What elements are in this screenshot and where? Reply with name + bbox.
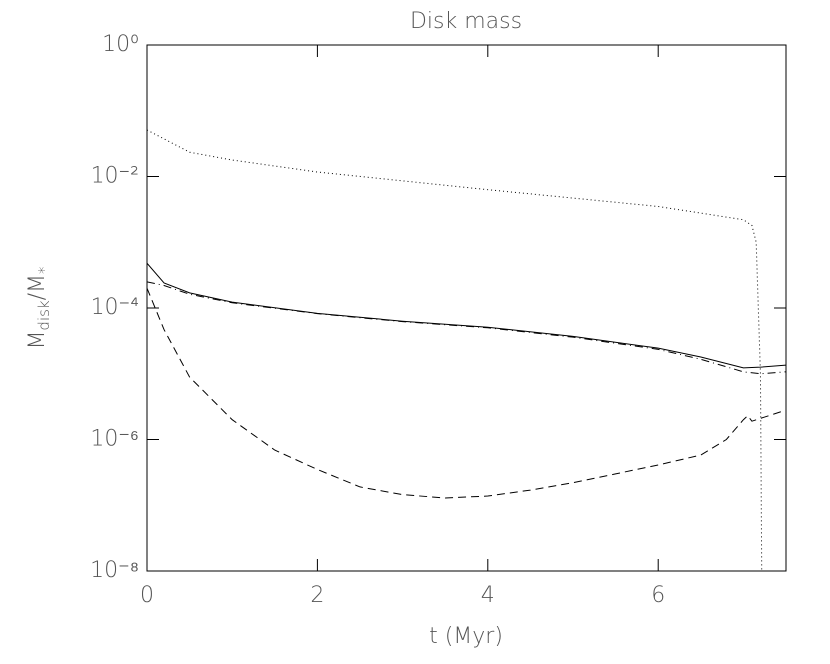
series-line: [147, 129, 763, 571]
y-axis-label: Mdisk/M*: [25, 266, 53, 349]
plot-area: [147, 129, 786, 571]
y-tick-label: 10⁻⁸: [90, 558, 139, 583]
y-tick-label: 10⁰: [102, 32, 139, 57]
x-axis-label: t (Myr): [429, 624, 503, 649]
y-label-sub: disk: [35, 300, 53, 331]
chart-title: Disk mass: [410, 9, 522, 34]
x-tick-label: 0: [140, 583, 154, 608]
series-line: [147, 281, 786, 375]
y-tick-label: 10⁻⁴: [91, 295, 139, 320]
x-tick-label: 4: [481, 583, 495, 608]
y-tick-label: 10⁻²: [91, 164, 139, 189]
y-tick-label: 10⁻⁶: [90, 427, 139, 452]
plot-frame: [146, 44, 787, 572]
series-line: [147, 288, 786, 499]
x-tick-label: 6: [651, 583, 665, 608]
y-label-part: M: [25, 331, 50, 350]
y-label-sub: *: [35, 266, 53, 274]
x-tick-label: 2: [310, 583, 324, 608]
series-line: [147, 262, 786, 369]
y-label-part: /M: [25, 274, 50, 300]
